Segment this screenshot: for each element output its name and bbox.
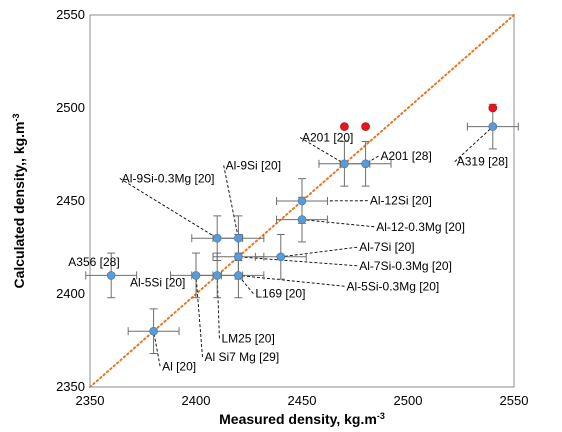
- data-point-measured: [234, 271, 243, 280]
- point-label: Al-9Si [20]: [226, 158, 281, 172]
- point-annotations: A356 [28] Al-5Si [20] Al [20] Al Si7 Mg [29…: [68, 130, 508, 373]
- point-label: L169 [20]: [255, 287, 305, 301]
- leader-line: [301, 219, 375, 228]
- x-tick-label: 2350: [76, 393, 105, 408]
- point-label: Al-7Si [20]: [359, 240, 414, 254]
- leader-line: [454, 126, 494, 162]
- y-axis-title: Calculated density,, kg.m-3: [11, 113, 27, 288]
- point-label: A201 [28]: [380, 149, 431, 163]
- tick-labels: 2350 2400 2450 2500 2550 2350 2400 2450 2500 2550: [56, 7, 528, 408]
- x-tick-label: 2550: [500, 393, 529, 408]
- y-axis-title-superscript: -3: [11, 113, 21, 121]
- data-points: [106, 103, 498, 336]
- y-tick-label: 2450: [56, 193, 85, 208]
- x-tick-label: 2450: [288, 393, 317, 408]
- reference-line-group: [89, 14, 515, 388]
- x-axis-title-text: Measured density, kg.m: [219, 411, 377, 427]
- data-point-measured: [297, 196, 307, 206]
- data-point-measured: [234, 252, 243, 262]
- x-tick-label: 2500: [394, 393, 423, 408]
- point-label: Al Si7 Mg [29]: [204, 350, 279, 364]
- point-label: A319 [28]: [457, 155, 508, 169]
- leader-line: [280, 246, 358, 258]
- data-point-measured: [361, 159, 370, 169]
- data-point-measured: [212, 271, 222, 280]
- point-label: A201 [20]: [302, 130, 353, 144]
- x-tick-label: 2400: [182, 393, 211, 408]
- data-point-measured: [488, 122, 498, 131]
- point-label: Al-5Si-0.3Mg [20]: [347, 279, 440, 293]
- point-label: A356 [28]: [68, 255, 119, 269]
- leader-line: [119, 178, 218, 239]
- data-point-measured: [297, 215, 307, 224]
- point-label: Al-5Si [20]: [130, 276, 185, 290]
- data-point-red: [361, 122, 370, 131]
- y-tick-label: 2500: [56, 100, 85, 115]
- data-point-measured: [212, 233, 222, 243]
- leader-line: [238, 275, 254, 295]
- leader-line: [195, 275, 203, 357]
- data-point-measured: [340, 159, 349, 169]
- point-label: Al [20]: [162, 359, 196, 373]
- data-point-measured: [276, 252, 286, 262]
- y-axis-title-text: Calculated density,, kg.m: [11, 122, 27, 289]
- y-tick-label: 2550: [56, 7, 85, 22]
- data-point-red: [340, 122, 349, 131]
- point-label: Al-7Si-0.3Mg [20]: [359, 259, 452, 273]
- leader-line: [238, 274, 345, 287]
- point-label: Al-12-0.3Mg [20]: [376, 220, 465, 234]
- reference-line-1to1: [89, 14, 515, 388]
- data-point-measured: [191, 271, 201, 280]
- point-label: LM25 [20]: [221, 331, 274, 345]
- leader-line: [299, 137, 345, 165]
- leader-lines: [119, 126, 494, 367]
- data-point-red: [488, 103, 498, 113]
- x-axis-title: Measured density, kg.m-3: [219, 411, 385, 427]
- data-point-measured: [149, 326, 158, 336]
- data-point-measured: [106, 271, 116, 280]
- y-tick-label: 2400: [56, 286, 85, 301]
- data-point-measured: [234, 233, 243, 243]
- x-axis-title-superscript: -3: [377, 411, 385, 421]
- y-tick-label: 2350: [56, 379, 85, 394]
- point-label: Al-9Si-0.3Mg [20]: [122, 171, 215, 185]
- leader-line: [223, 165, 239, 239]
- point-label: Al-12Si [20]: [370, 194, 432, 208]
- leader-line: [153, 331, 161, 367]
